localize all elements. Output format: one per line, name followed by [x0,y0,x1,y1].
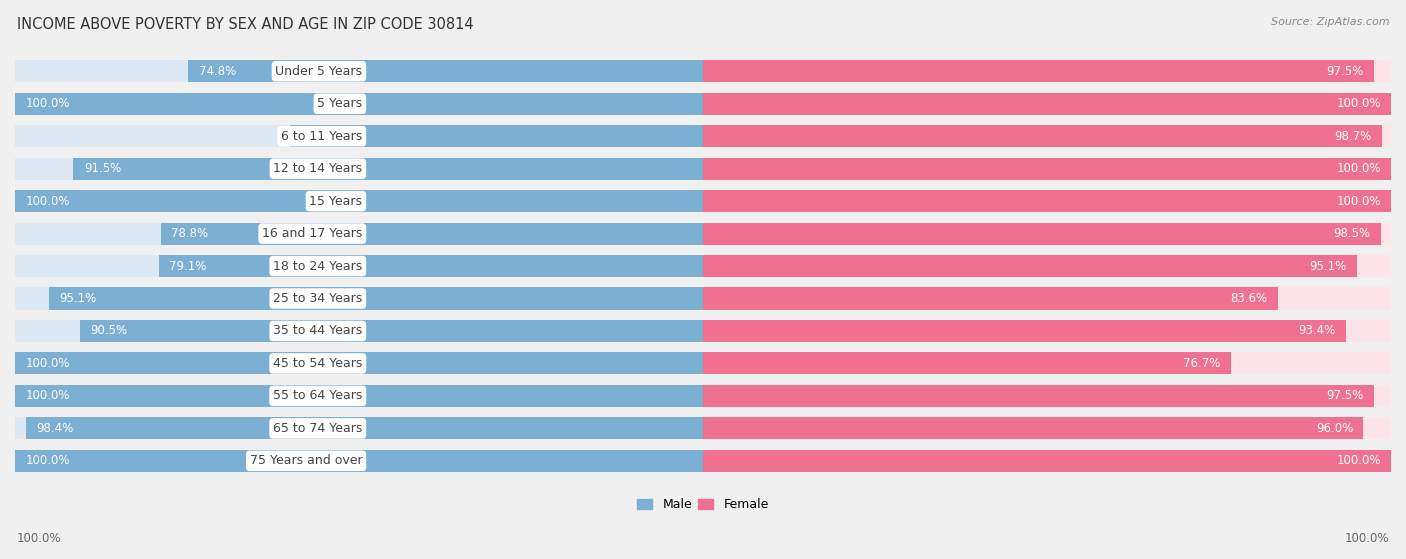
Bar [15,418,703,439]
Text: INCOME ABOVE POVERTY BY SEX AND AGE IN ZIP CODE 30814: INCOME ABOVE POVERTY BY SEX AND AGE IN Z… [17,17,474,32]
Text: 12 to 14 Years: 12 to 14 Years [273,162,363,175]
Text: 90.5%: 90.5% [90,324,128,338]
Bar [73,158,703,179]
Bar [15,190,703,212]
Bar [80,320,703,342]
Text: 15 Years: 15 Years [309,195,363,207]
Bar [703,93,1391,115]
Text: 6 to 11 Years: 6 to 11 Years [281,130,363,143]
Bar [703,320,1391,342]
Bar [703,255,1357,277]
Bar [15,93,703,115]
Bar [15,255,703,277]
Bar [703,287,1391,310]
Text: 98.7%: 98.7% [1334,130,1372,143]
Text: 76.7%: 76.7% [1182,357,1220,370]
Text: 100.0%: 100.0% [17,532,62,545]
Text: 78.8%: 78.8% [172,227,208,240]
Bar [703,418,1391,439]
Text: 18 to 24 Years: 18 to 24 Years [273,259,363,273]
Bar [15,287,703,310]
Text: 100.0%: 100.0% [1336,162,1381,175]
Text: 100.0%: 100.0% [25,357,70,370]
Bar [703,450,1391,472]
Bar [15,93,703,115]
Text: 93.4%: 93.4% [1298,324,1336,338]
Text: Source: ZipAtlas.com: Source: ZipAtlas.com [1271,17,1389,27]
Bar [703,60,1391,82]
Text: 100.0%: 100.0% [25,195,70,207]
Text: 100.0%: 100.0% [25,390,70,402]
Bar [15,60,703,82]
Bar [160,222,703,245]
Bar [703,190,1391,212]
Bar [15,158,703,179]
Bar [703,158,1391,179]
Text: 5 Years: 5 Years [318,97,363,110]
Bar [703,222,1381,245]
Text: 100.0%: 100.0% [25,97,70,110]
Bar [15,190,703,212]
Bar [703,93,1391,115]
Text: 65 to 74 Years: 65 to 74 Years [273,422,363,435]
Text: 98.4%: 98.4% [37,422,73,435]
Text: 97.5%: 97.5% [1326,65,1364,78]
Bar [703,255,1391,277]
Text: 45 to 54 Years: 45 to 54 Years [273,357,363,370]
Bar [703,385,1374,407]
Bar [15,125,703,147]
Text: 60.1%: 60.1% [299,130,337,143]
Text: Under 5 Years: Under 5 Years [276,65,363,78]
Text: 25 to 34 Years: 25 to 34 Years [273,292,363,305]
Bar [703,190,1391,212]
Text: 16 and 17 Years: 16 and 17 Years [262,227,363,240]
Bar [703,222,1391,245]
Text: 98.5%: 98.5% [1333,227,1371,240]
Text: 91.5%: 91.5% [84,162,121,175]
Bar [25,418,703,439]
Text: 95.1%: 95.1% [1310,259,1347,273]
Bar [703,352,1391,375]
Bar [15,385,703,407]
Bar [703,287,1278,310]
Bar [15,352,703,375]
Bar [703,125,1382,147]
Bar [188,60,703,82]
Bar [703,125,1391,147]
Bar [703,352,1230,375]
Bar [15,450,703,472]
Bar [15,222,703,245]
Bar [15,320,703,342]
Legend: Male, Female: Male, Female [633,494,773,517]
Text: 100.0%: 100.0% [1336,454,1381,467]
Bar [49,287,703,310]
Text: 74.8%: 74.8% [198,65,236,78]
Text: 96.0%: 96.0% [1316,422,1353,435]
Bar [290,125,703,147]
Bar [703,450,1391,472]
Text: 79.1%: 79.1% [169,259,207,273]
Bar [159,255,703,277]
Text: 35 to 44 Years: 35 to 44 Years [273,324,363,338]
Text: 75 Years and over: 75 Years and over [250,454,363,467]
Text: 100.0%: 100.0% [1344,532,1389,545]
Text: 100.0%: 100.0% [25,454,70,467]
Text: 83.6%: 83.6% [1230,292,1268,305]
Bar [15,385,703,407]
Bar [15,450,703,472]
Text: 55 to 64 Years: 55 to 64 Years [273,390,363,402]
Text: 95.1%: 95.1% [59,292,96,305]
Bar [703,385,1391,407]
Bar [703,60,1374,82]
Bar [703,418,1364,439]
Text: 100.0%: 100.0% [1336,97,1381,110]
Bar [703,320,1346,342]
Text: 100.0%: 100.0% [1336,195,1381,207]
Text: 97.5%: 97.5% [1326,390,1364,402]
Bar [15,352,703,375]
Bar [703,158,1391,179]
